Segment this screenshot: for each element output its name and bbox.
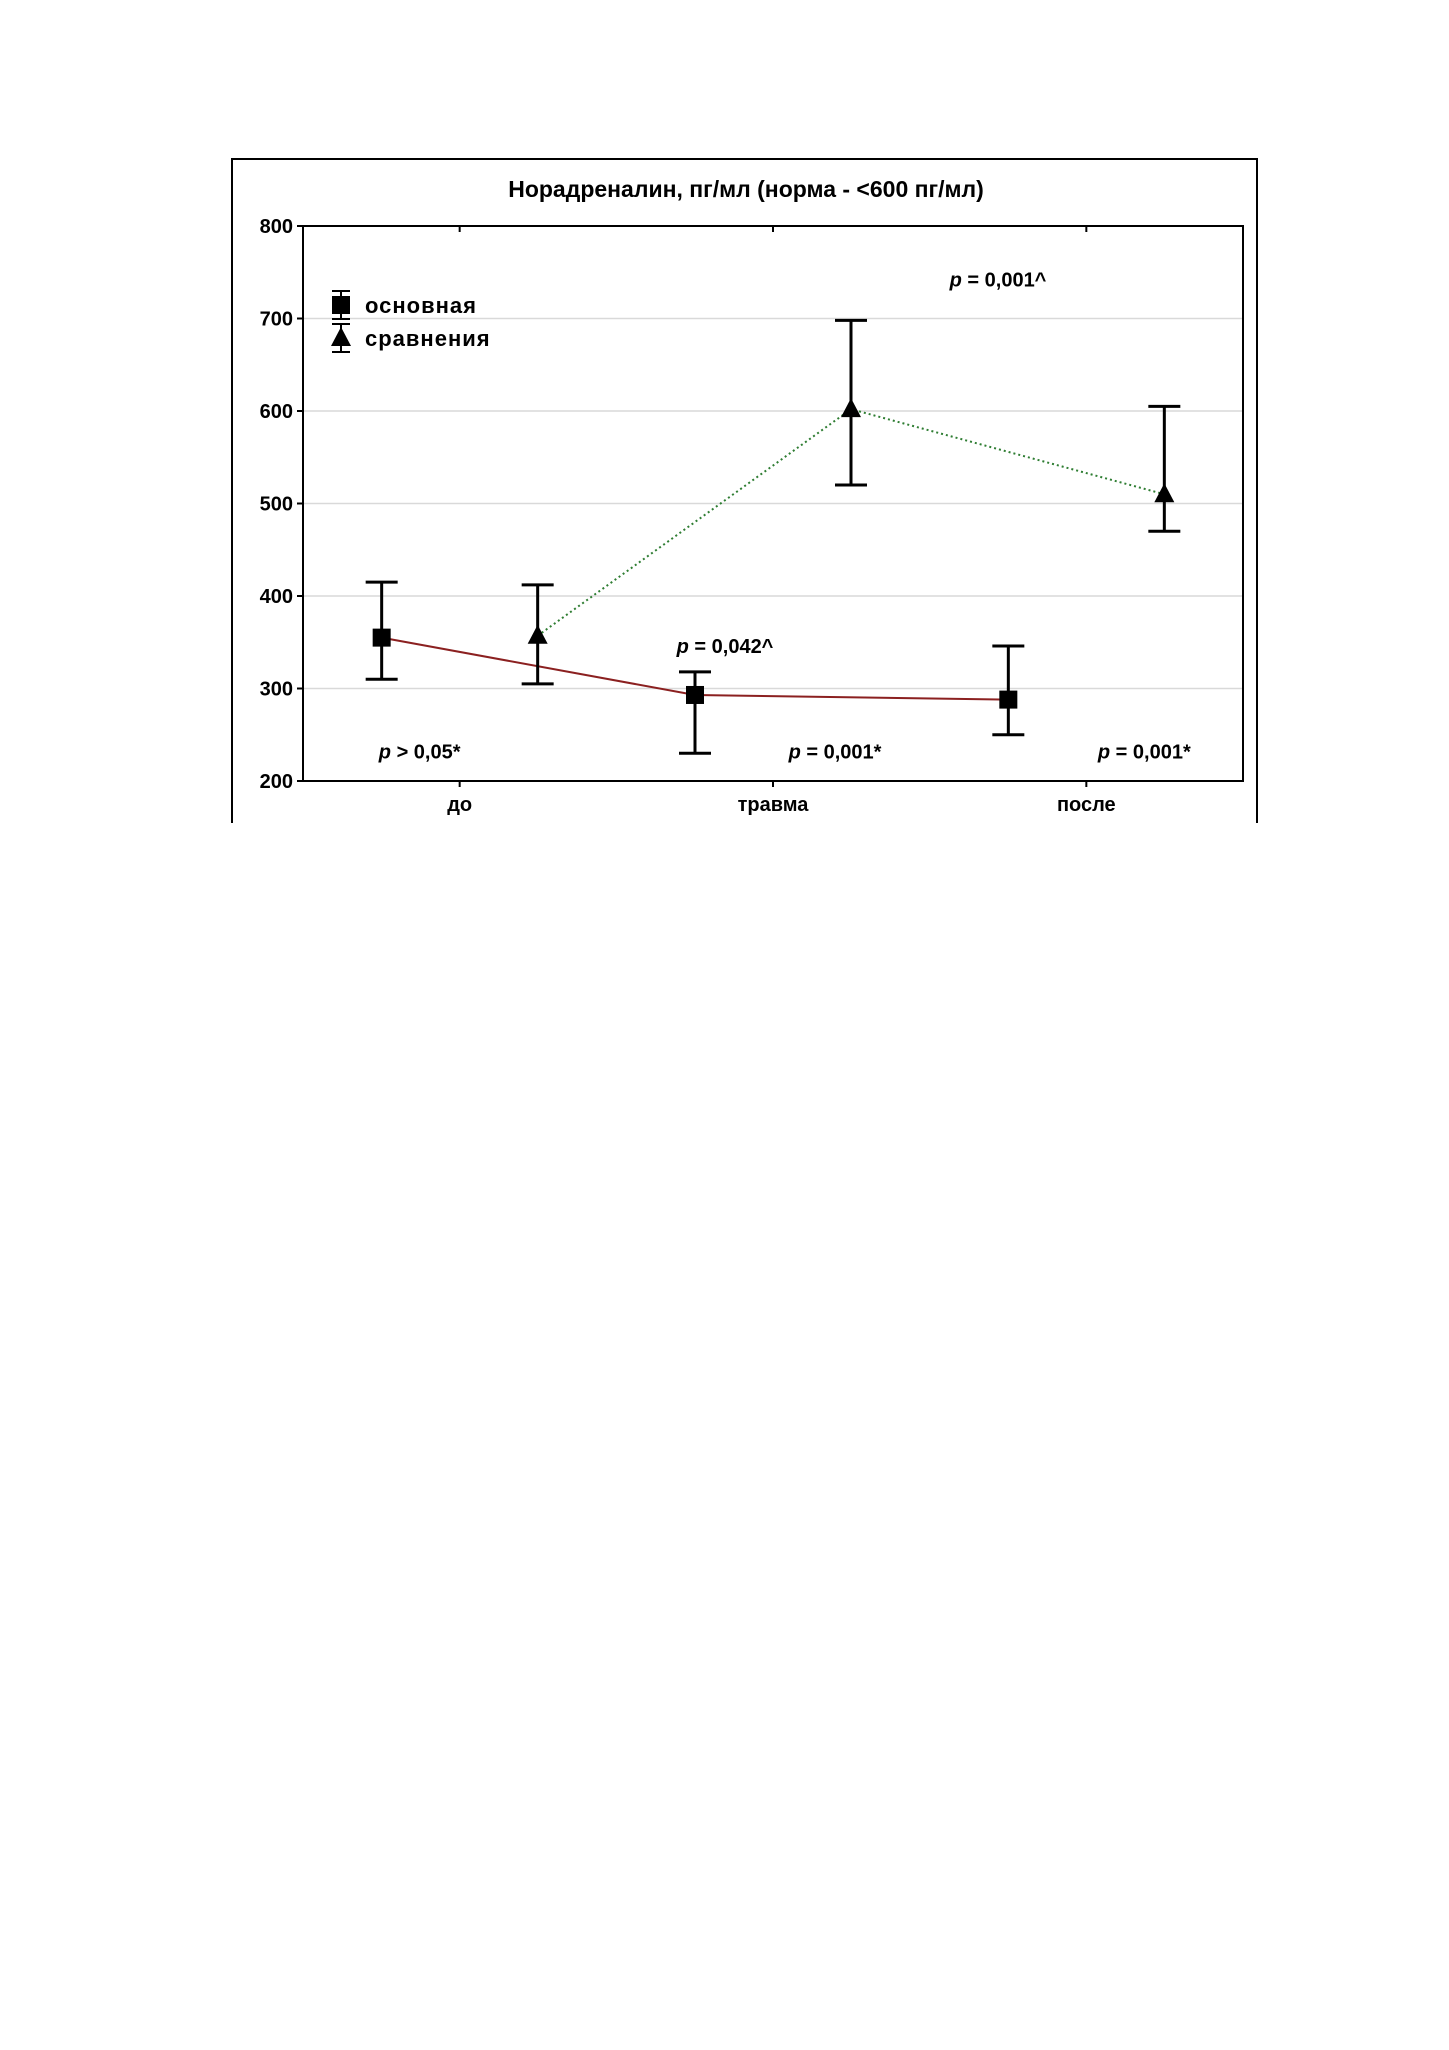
y-tick-label: 200 — [260, 771, 293, 793]
legend-item: сравнения — [331, 323, 491, 353]
legend-marker — [332, 296, 350, 314]
p-value-annotation: p = 0,042^ — [676, 636, 774, 658]
p-symbol: p — [676, 636, 689, 658]
p-value-text: = 0,001* — [1110, 741, 1191, 763]
p-symbol: p — [949, 270, 962, 292]
y-tick-label: 400 — [260, 586, 293, 608]
p-value-annotation: p > 0,05* — [378, 741, 461, 763]
y-tick-label: 700 — [260, 309, 293, 331]
y-tick-label: 500 — [260, 494, 293, 516]
x-tick-label: до — [447, 794, 472, 816]
data-point-main — [686, 685, 704, 704]
x-tick-label: травма — [738, 794, 810, 816]
series-main — [365, 580, 1025, 755]
chart-frame: Норадреналин, пг/мл (норма - <600 пг/мл)… — [231, 158, 1258, 823]
annotations-layer: p > 0,05*p = 0,042^p = 0,001*p = 0,001^p… — [378, 270, 1191, 764]
legend-item: основная — [332, 290, 477, 320]
chart-svg: Норадреналин, пг/мл (норма - <600 пг/мл)… — [260, 176, 1244, 816]
legend-marker — [331, 327, 351, 346]
grid-lines — [303, 317, 1243, 690]
p-value-text: > 0,05* — [391, 741, 461, 763]
y-tick-label: 300 — [260, 679, 293, 701]
y-tick-label: 600 — [260, 401, 293, 423]
p-value-text: = 0,042^ — [689, 636, 774, 658]
p-symbol: p — [1097, 741, 1110, 763]
data-point-comparison — [1154, 483, 1175, 503]
chart-title: Норадреналин, пг/мл (норма - <600 пг/мл) — [508, 176, 984, 202]
p-value-annotation: p = 0,001^ — [949, 270, 1047, 292]
data-point-comparison — [527, 624, 548, 644]
error-bar-main — [992, 644, 1025, 737]
p-symbol: p — [788, 741, 801, 763]
p-value-annotation: p = 0,001* — [1097, 741, 1191, 763]
y-axis-ticks: 200 300 400 500 600 700 800 — [260, 216, 303, 793]
p-symbol: p — [378, 741, 391, 763]
legend-label: сравнения — [365, 326, 491, 351]
error-bar-main — [679, 670, 711, 755]
legend-label: основная — [365, 293, 477, 318]
series-comparison — [521, 318, 1181, 686]
x-axis-ticks: до травма после — [447, 226, 1116, 816]
data-point-main — [372, 628, 391, 647]
p-value-annotation: p = 0,001* — [788, 741, 882, 763]
legend: основная сравнения — [331, 290, 491, 353]
series-layer — [365, 318, 1181, 755]
error-bar-comparison — [1148, 404, 1181, 533]
x-tick-label: после — [1057, 794, 1116, 816]
p-value-text: = 0,001* — [801, 741, 882, 763]
data-point-comparison — [841, 398, 861, 418]
y-tick-label: 800 — [260, 216, 293, 238]
p-value-text: = 0,001^ — [962, 270, 1047, 292]
data-point-main — [999, 690, 1018, 709]
